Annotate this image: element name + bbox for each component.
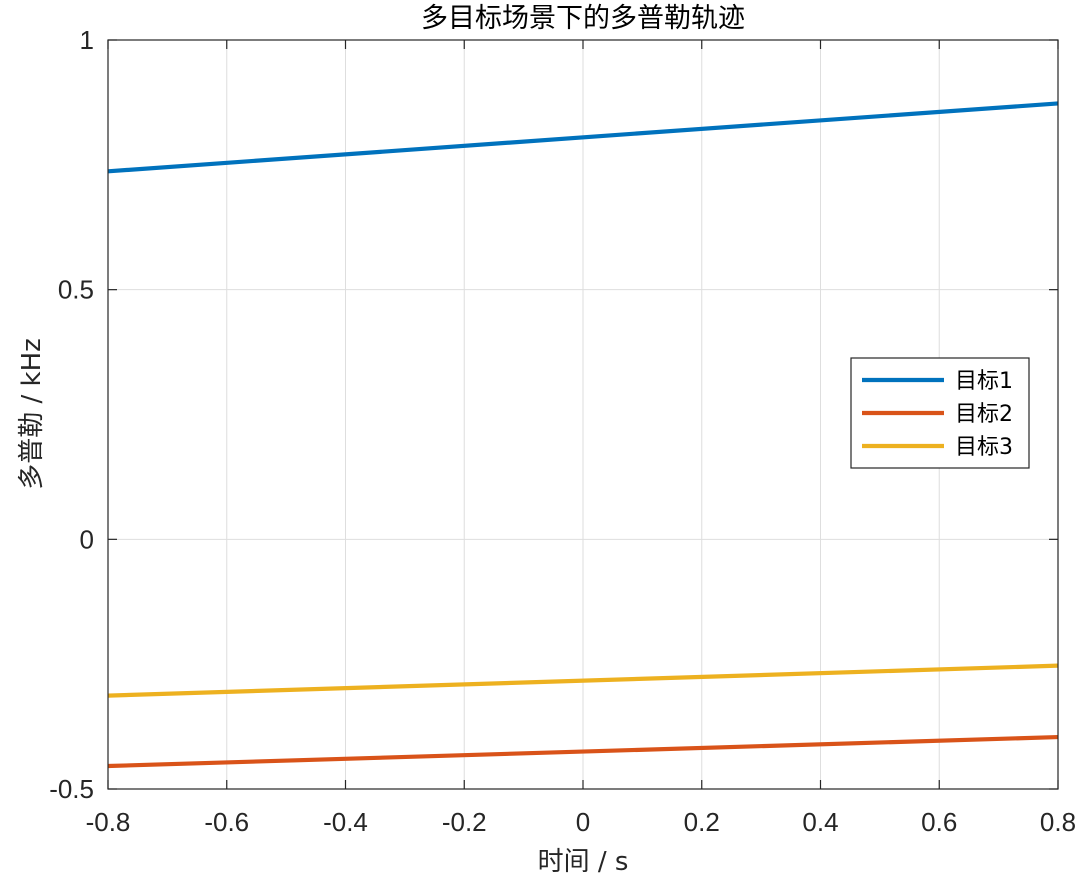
legend-items: 目标1 目标2 目标3 bbox=[862, 369, 1013, 460]
y-tick-label: -0.5 bbox=[49, 774, 94, 804]
series-line-2 bbox=[107, 734, 1059, 769]
x-tick-label: 0 bbox=[576, 807, 590, 837]
x-tick-label: -0.4 bbox=[323, 807, 368, 837]
legend-label-1: 目标1 bbox=[955, 369, 1013, 394]
legend: 目标1 目标2 目标3 bbox=[850, 357, 1030, 469]
x-tick-label: 0.6 bbox=[921, 807, 957, 837]
x-tick-label: -0.8 bbox=[86, 807, 131, 837]
x-axis-title: 时间 / s bbox=[538, 847, 629, 877]
x-tick-label: 0.8 bbox=[1040, 807, 1076, 837]
y-tick-label: 0 bbox=[80, 524, 94, 554]
series-line-1 bbox=[107, 101, 1059, 174]
series-layer bbox=[107, 101, 1059, 769]
series-line-3 bbox=[107, 663, 1059, 698]
y-tick-label: 0.5 bbox=[58, 275, 94, 305]
y-axis-title: 多普勒 / kHz bbox=[17, 338, 47, 490]
y-tick-label: 1 bbox=[80, 25, 94, 55]
x-tick-label: 0.4 bbox=[802, 807, 838, 837]
tick-label-layer: -0.8 -0.6 -0.4 -0.2 0 0.2 0.4 0.6 0.8 -0.5 0 0.5 1 bbox=[49, 25, 1076, 837]
x-tick-label: -0.2 bbox=[442, 807, 487, 837]
tick-layer bbox=[107, 39, 1059, 790]
x-tick-label: -0.6 bbox=[204, 807, 249, 837]
legend-label-2: 目标2 bbox=[955, 402, 1013, 427]
x-tick-label: 0.2 bbox=[684, 807, 720, 837]
chart-title: 多目标场景下的多普勒轨迹 bbox=[421, 3, 745, 34]
legend-label-3: 目标3 bbox=[955, 435, 1013, 460]
